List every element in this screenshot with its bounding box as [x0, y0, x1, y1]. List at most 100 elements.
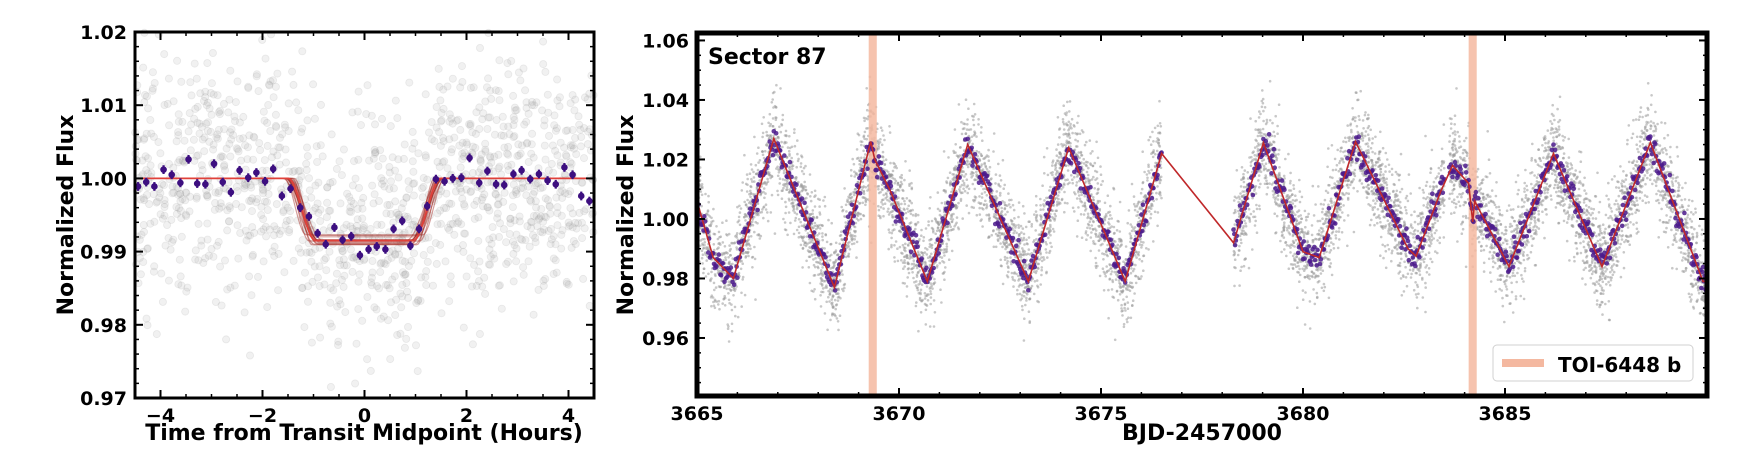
- y-tick-label: 1.02: [80, 22, 127, 44]
- unbinned-flux-point: [510, 121, 517, 128]
- unbinned-flux-point: [926, 253, 929, 256]
- unbinned-flux-point: [304, 298, 311, 305]
- unbinned-flux-point: [842, 290, 845, 293]
- unbinned-flux-point: [1065, 122, 1068, 125]
- unbinned-flux-point: [1045, 197, 1048, 200]
- unbinned-flux-point: [946, 234, 949, 237]
- unbinned-flux-point: [225, 109, 232, 116]
- unbinned-flux-point: [831, 302, 834, 305]
- unbinned-flux-point: [469, 129, 476, 136]
- unbinned-flux-point: [1089, 220, 1092, 223]
- unbinned-flux-point: [1107, 289, 1110, 292]
- unbinned-flux-point: [409, 145, 416, 152]
- unbinned-flux-point: [911, 267, 914, 270]
- unbinned-flux-point: [159, 181, 166, 188]
- unbinned-flux-point: [893, 256, 896, 259]
- unbinned-flux-point: [1135, 256, 1138, 259]
- unbinned-flux-point: [1039, 283, 1042, 286]
- unbinned-flux-point: [1022, 254, 1025, 257]
- unbinned-flux-point: [1144, 194, 1147, 197]
- unbinned-flux-point: [973, 134, 976, 137]
- unbinned-flux-point: [808, 255, 811, 258]
- unbinned-flux-point: [1107, 269, 1110, 272]
- unbinned-flux-point: [779, 177, 782, 180]
- unbinned-flux-point: [1025, 253, 1028, 256]
- unbinned-flux-point: [933, 325, 936, 328]
- unbinned-flux-point: [227, 129, 234, 136]
- unbinned-flux-point: [350, 254, 357, 261]
- unbinned-flux-point: [303, 160, 310, 167]
- unbinned-flux-point: [845, 210, 848, 213]
- unbinned-flux-point: [579, 235, 586, 242]
- unbinned-flux-point: [774, 232, 777, 235]
- unbinned-flux-point: [314, 158, 321, 165]
- unbinned-flux-point: [930, 238, 933, 241]
- unbinned-flux-point: [915, 301, 918, 304]
- binned-flux-point: [211, 160, 218, 167]
- unbinned-flux-point: [272, 122, 279, 129]
- unbinned-flux-point: [1126, 321, 1129, 324]
- unbinned-flux-point: [731, 330, 734, 333]
- unbinned-flux-point: [1160, 197, 1163, 200]
- unbinned-flux-point: [880, 201, 883, 204]
- unbinned-flux-point: [1104, 217, 1107, 220]
- unbinned-flux-point: [1007, 276, 1010, 279]
- unbinned-flux-point: [714, 307, 717, 310]
- unbinned-flux-point: [820, 269, 823, 272]
- unbinned-flux-point: [1100, 244, 1103, 247]
- unbinned-flux-point: [888, 200, 891, 203]
- unbinned-flux-point: [556, 94, 563, 101]
- unbinned-flux-point: [1097, 192, 1100, 195]
- unbinned-flux-point: [1075, 184, 1078, 187]
- unbinned-flux-point: [377, 268, 384, 275]
- unbinned-flux-point: [837, 320, 840, 323]
- unbinned-flux-point: [528, 219, 535, 226]
- unbinned-flux-point: [389, 154, 396, 161]
- unbinned-flux-point: [437, 142, 444, 149]
- unbinned-flux-point: [486, 207, 493, 214]
- unbinned-flux-point: [1053, 230, 1056, 233]
- unbinned-flux-point: [808, 246, 811, 249]
- unbinned-flux-point: [920, 234, 923, 237]
- unbinned-flux-point: [1062, 104, 1065, 107]
- unbinned-flux-point: [925, 309, 928, 312]
- unbinned-flux-point: [1071, 182, 1074, 185]
- unbinned-flux-point: [1108, 211, 1111, 214]
- unbinned-flux-point: [162, 242, 169, 249]
- unbinned-flux-point: [570, 238, 577, 245]
- binned-flux-point: [466, 155, 473, 162]
- unbinned-flux-point: [811, 191, 814, 194]
- unbinned-flux-point: [894, 182, 897, 185]
- unbinned-flux-point: [844, 283, 847, 286]
- unbinned-flux-point: [771, 101, 774, 104]
- unbinned-flux-point: [433, 103, 440, 110]
- unbinned-flux-point: [1024, 304, 1027, 307]
- unbinned-flux-point: [241, 309, 248, 316]
- unbinned-flux-point: [424, 258, 431, 265]
- unbinned-flux-point: [1068, 121, 1071, 124]
- unbinned-flux-point: [387, 178, 394, 185]
- unbinned-flux-point: [1039, 198, 1042, 201]
- unbinned-flux-point: [1079, 198, 1082, 201]
- unbinned-flux-point: [866, 109, 869, 112]
- unbinned-flux-point: [760, 235, 763, 238]
- unbinned-flux-point: [1131, 287, 1134, 290]
- unbinned-flux-point: [508, 57, 515, 64]
- unbinned-flux-point: [548, 236, 555, 243]
- unbinned-flux-point: [793, 128, 796, 131]
- binned-flux-point: [322, 241, 329, 248]
- unbinned-flux-point: [810, 200, 813, 203]
- unbinned-flux-point: [1121, 291, 1124, 294]
- unbinned-flux-point: [762, 154, 765, 157]
- unbinned-flux-point: [1113, 232, 1116, 235]
- unbinned-flux-point: [879, 217, 882, 220]
- unbinned-flux-point: [973, 124, 976, 127]
- unbinned-flux-point: [1109, 214, 1112, 217]
- unbinned-flux-point: [488, 95, 495, 102]
- unbinned-flux-point: [714, 273, 717, 276]
- unbinned-flux-point: [178, 78, 185, 85]
- unbinned-flux-point: [1018, 285, 1021, 288]
- unbinned-flux-point: [1000, 207, 1003, 210]
- unbinned-flux-point: [821, 235, 824, 238]
- unbinned-flux-point: [1052, 228, 1055, 231]
